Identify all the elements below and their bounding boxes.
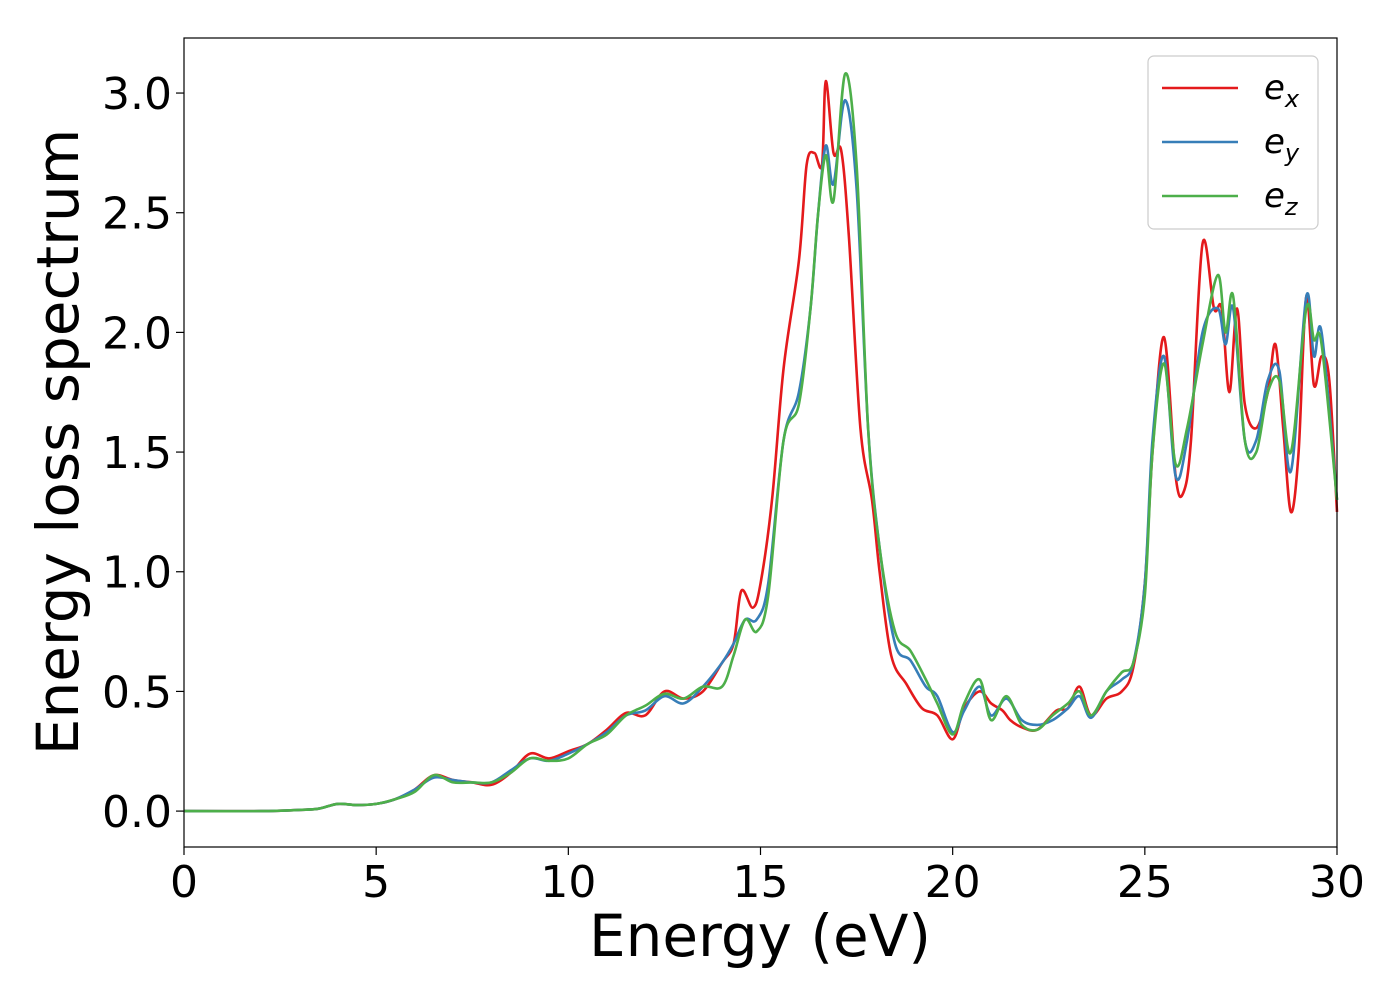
y-tick-label: 1.5 (102, 428, 172, 479)
legend-label-y: ey (1264, 122, 1300, 167)
series-line-e-z (183, 72, 1339, 813)
y-tick-label: 2.0 (102, 308, 172, 359)
x-tick-label: 25 (1117, 857, 1173, 908)
x-axis-title: Energy (eV) (589, 902, 931, 970)
y-axis-ticks: 0.0 0.5 1.0 1.5 2.0 2.5 3.0 (102, 69, 184, 838)
x-axis-ticks: 0 5 10 15 20 25 30 (170, 847, 1365, 908)
legend-label-z: ez (1264, 176, 1299, 221)
y-axis-title: Energy loss spectrum (24, 129, 92, 755)
y-tick-label: 1.0 (102, 548, 172, 599)
legend-label-x: ex (1264, 68, 1300, 113)
x-tick-label: 20 (925, 857, 981, 908)
series-layer (183, 72, 1339, 813)
x-tick-label: 15 (733, 857, 789, 908)
x-tick-label: 10 (540, 857, 596, 908)
plot-background (184, 38, 1337, 847)
plot-frame (183, 37, 1338, 848)
y-tick-label: 0.5 (102, 667, 172, 718)
series-line-e-x (183, 79, 1339, 813)
y-tick-label: 3.0 (102, 69, 172, 120)
x-tick-label: 30 (1309, 857, 1365, 908)
legend: ex ey ez (1147, 55, 1319, 230)
y-tick-label: 0.0 (102, 787, 172, 838)
x-tick-label: 0 (170, 857, 198, 908)
x-tick-label: 5 (362, 857, 390, 908)
y-tick-label: 2.5 (102, 189, 172, 240)
